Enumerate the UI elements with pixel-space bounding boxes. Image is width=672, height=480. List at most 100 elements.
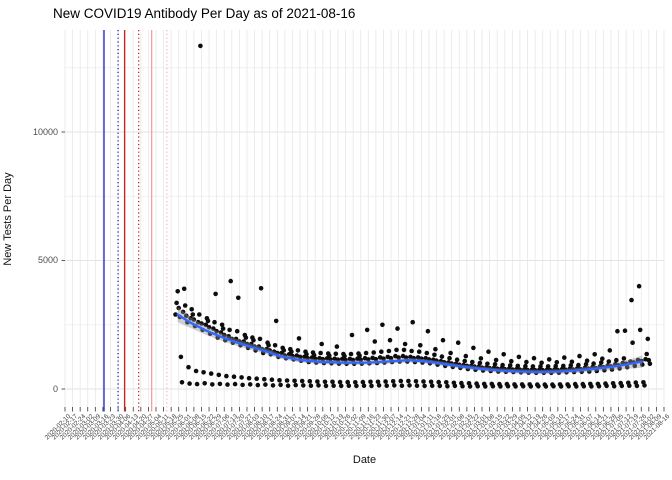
data-point	[396, 355, 401, 360]
data-point	[428, 379, 434, 385]
data-point	[247, 382, 253, 387]
data-point	[182, 303, 188, 308]
data-point	[319, 341, 325, 347]
data-point	[619, 383, 625, 389]
data-point	[375, 379, 381, 385]
y-tick-label: 10000	[32, 126, 58, 137]
data-point	[208, 371, 214, 376]
data-point	[337, 379, 343, 385]
data-point	[609, 367, 615, 372]
data-point	[272, 343, 278, 348]
data-point	[447, 355, 452, 361]
data-point	[394, 347, 399, 353]
data-point	[350, 357, 356, 363]
data-point	[335, 357, 341, 363]
data-point	[454, 357, 460, 363]
data-point	[581, 383, 587, 389]
data-point	[327, 353, 332, 358]
y-tick-label: 0	[52, 383, 58, 394]
data-point	[241, 339, 246, 344]
data-point	[551, 383, 556, 389]
data-point	[429, 383, 435, 389]
data-point	[383, 379, 388, 384]
data-point	[186, 364, 191, 370]
data-point	[372, 339, 378, 344]
data-point	[538, 364, 543, 369]
data-point	[561, 363, 566, 369]
data-point	[363, 350, 369, 356]
data-point	[634, 383, 640, 389]
data-point	[531, 355, 537, 361]
data-point	[251, 337, 256, 343]
data-point	[645, 336, 651, 342]
data-point	[539, 360, 544, 366]
data-point	[444, 380, 449, 385]
data-point	[422, 383, 427, 389]
chart-title: New COVID19 Antibody Per Day as of 2021-…	[53, 6, 356, 21]
data-point	[553, 363, 558, 369]
data-point	[600, 356, 605, 362]
data-point	[354, 383, 359, 389]
data-point	[413, 379, 419, 384]
data-point	[201, 370, 206, 375]
data-point	[240, 382, 245, 388]
data-point	[266, 343, 271, 348]
data-point	[217, 381, 223, 387]
data-point	[364, 327, 370, 333]
data-point	[285, 383, 291, 389]
data-point	[493, 357, 499, 363]
data-point	[211, 326, 216, 331]
data-point	[322, 379, 328, 385]
data-point	[424, 350, 430, 356]
data-point	[239, 375, 244, 380]
data-point	[632, 363, 638, 369]
data-point	[358, 357, 364, 363]
data-point	[174, 300, 179, 306]
data-point	[644, 351, 649, 357]
data-point	[262, 376, 267, 382]
data-point	[180, 309, 186, 315]
data-point	[210, 382, 215, 387]
data-point	[278, 382, 283, 388]
data-point	[193, 368, 199, 374]
data-point	[406, 378, 411, 384]
data-point	[640, 362, 645, 367]
data-point	[316, 383, 321, 388]
data-point	[622, 328, 628, 334]
data-point	[258, 286, 264, 291]
data-point	[202, 381, 207, 386]
data-point	[214, 328, 219, 334]
data-point	[203, 322, 209, 328]
data-point	[401, 347, 407, 353]
data-point	[432, 352, 437, 358]
data-point	[604, 383, 609, 389]
data-point	[416, 349, 422, 355]
x-axis-title: Date	[352, 454, 377, 466]
data-point	[395, 326, 400, 331]
data-point	[381, 356, 386, 362]
data-point	[615, 328, 620, 334]
data-point	[371, 350, 377, 355]
data-point	[349, 332, 355, 338]
data-point	[220, 326, 226, 331]
y-tick-label: 5000	[37, 255, 58, 265]
data-point	[460, 383, 465, 389]
data-point	[410, 319, 416, 325]
data-point	[611, 383, 617, 389]
data-point	[515, 363, 521, 369]
data-point	[232, 381, 238, 387]
data-point	[566, 383, 571, 389]
data-point	[436, 379, 442, 385]
data-point	[219, 322, 225, 328]
data-point	[386, 348, 392, 354]
data-point	[227, 327, 232, 333]
data-point	[205, 318, 211, 324]
data-point	[333, 351, 339, 357]
data-point	[492, 362, 498, 367]
data-point	[236, 295, 241, 301]
data-point	[176, 305, 181, 311]
data-point	[505, 383, 511, 389]
data-point	[607, 348, 613, 353]
data-point	[357, 353, 362, 358]
